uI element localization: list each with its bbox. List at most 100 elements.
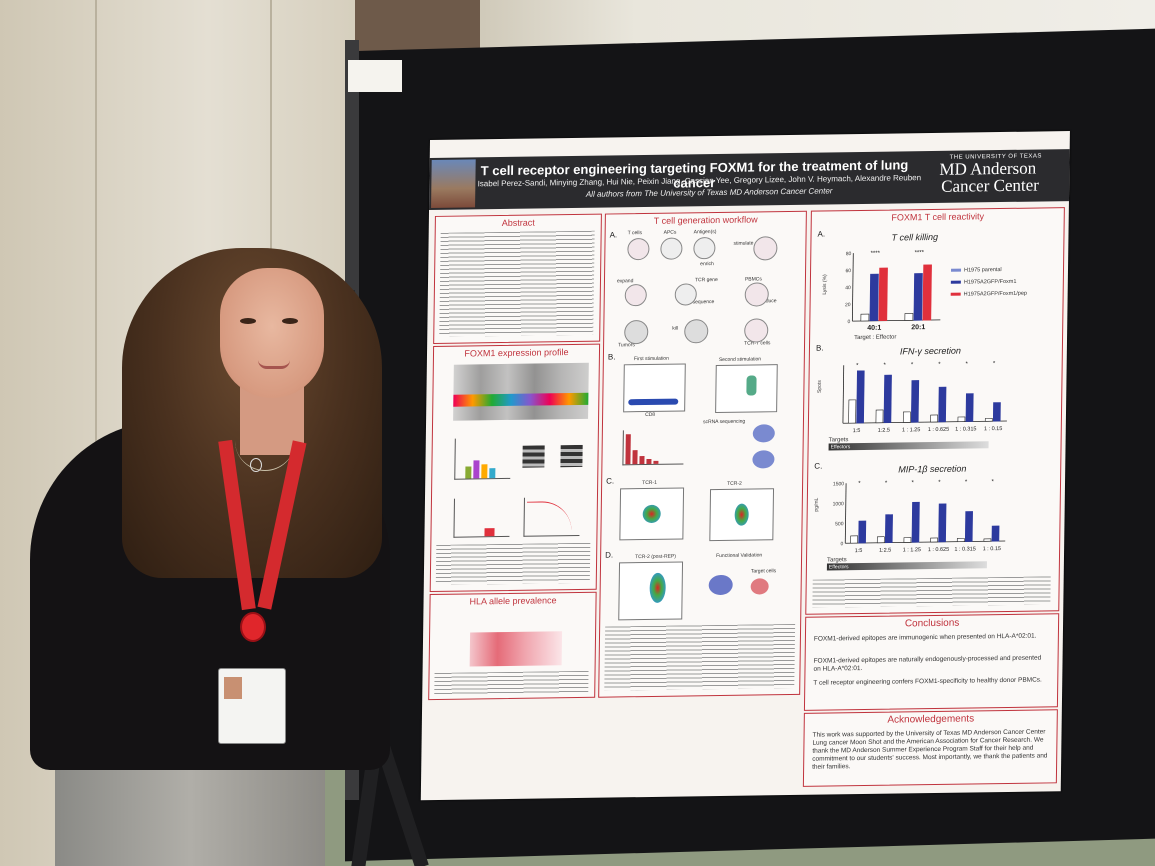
- bar: [992, 402, 1001, 422]
- label-apcs: APCs: [663, 229, 677, 236]
- significance-mark: *: [993, 361, 996, 367]
- cell-cluster-icon: [752, 424, 775, 443]
- killing-title: T cell killing: [891, 231, 939, 243]
- expression-caption: [435, 542, 591, 585]
- flow-plot-tcr2-post: [618, 561, 684, 621]
- bar: [848, 399, 857, 424]
- y-tick-label: 0: [840, 541, 843, 547]
- tcr-t-cell-icon: [708, 574, 733, 596]
- person-face: [220, 268, 324, 398]
- expression-boxplot: [453, 362, 589, 421]
- bar: [858, 520, 867, 544]
- pendant-icon: [250, 458, 262, 472]
- y-tick-label: 1000: [833, 501, 844, 507]
- legend-swatch: [950, 280, 961, 284]
- flow-plot-1: [623, 363, 686, 413]
- cell-icon: [744, 318, 769, 343]
- category-label: 1 : 0.15: [983, 546, 1001, 552]
- bar: [903, 537, 912, 543]
- mip-ylabel: pg/mL: [813, 497, 820, 512]
- legend-entry: H1975A2GFP/Foxm1: [950, 279, 1027, 286]
- bar: [957, 416, 966, 422]
- legend-entry: H1975A2GFP/Foxm1/pep: [950, 291, 1027, 298]
- category-label: 1:2.5: [879, 548, 891, 554]
- category-label: 1:5: [855, 548, 863, 554]
- category-label: 1 : 0.625: [928, 547, 949, 553]
- bar: [869, 273, 879, 322]
- label-tcr2-post: TCR-2 (post-REP): [635, 553, 676, 561]
- abstract-section: Abstract: [433, 213, 602, 344]
- label-tcr2: TCR-2: [727, 480, 742, 487]
- workflow-title: T cell generation workflow: [653, 214, 758, 226]
- research-poster: T cell receptor engineering targeting FO…: [420, 131, 1070, 801]
- mip-effectors-label: Effectors: [828, 564, 849, 571]
- label-target-cells: Target cells: [750, 568, 777, 575]
- bar: [922, 264, 932, 321]
- conclusions-section: Conclusions FOXM1-derived epitopes are i…: [803, 613, 1060, 711]
- bar: [930, 414, 938, 423]
- bar: [965, 393, 974, 422]
- id-badge: [218, 668, 286, 744]
- ifn-chart: 1:5 * 1:2.5 * 1 : 1.25 * 1 : 0.625 * 1 : 0.315 * 1…: [842, 361, 1007, 434]
- killing-xlabel: Target : Effector: [854, 334, 897, 342]
- y-axis: [844, 483, 847, 544]
- y-tick-label: 80: [846, 251, 852, 257]
- acknowledgements-title: Acknowledgements: [887, 713, 975, 726]
- y-tick-label: 1500: [833, 481, 844, 487]
- significance-mark: *: [992, 479, 995, 485]
- label-stimulate: stimulate: [733, 240, 754, 247]
- flow-plot-2: [715, 364, 778, 414]
- conclusion-1: FOXM1-derived epitopes are immunogenic w…: [813, 632, 1037, 643]
- clonotype-chart: [622, 429, 684, 466]
- western-blot-2: [560, 444, 583, 468]
- label-scrna: scRNA sequencing: [702, 418, 746, 426]
- bar: [983, 538, 992, 542]
- category-label: 1 : 1.25: [902, 427, 920, 433]
- label-second-stim: Second stimulation: [718, 356, 762, 363]
- conclusion-2: FOXM1-derived epitopes are naturally end…: [813, 654, 1042, 673]
- badge-clip: [240, 612, 266, 642]
- reactivity-panel-b: B.: [815, 343, 824, 353]
- legend-swatch: [950, 292, 961, 296]
- bar: [850, 535, 858, 544]
- expression-section: FOXM1 expression profile: [429, 343, 601, 593]
- significance-mark: *: [938, 362, 941, 368]
- y-axis: [842, 365, 845, 424]
- bar: [913, 273, 923, 321]
- workflow-panel-d: D.: [605, 550, 614, 560]
- conclusion-3: T cell receptor engineering confers FOXM…: [813, 676, 1042, 687]
- reactivity-caption: [812, 576, 1051, 608]
- bar: [964, 511, 973, 542]
- ifn-ylabel: Spots: [816, 380, 823, 394]
- badge-photo: [224, 677, 242, 699]
- hla-section: HLA allele prevalence: [428, 591, 597, 701]
- killing-ylabel: Lysis (%): [821, 274, 829, 295]
- cell-icon: [693, 237, 716, 260]
- category-label: 1 : 0.625: [928, 427, 949, 433]
- category-label: 40:1: [867, 325, 881, 332]
- label-functional: Functional Validation: [716, 552, 763, 560]
- bar: [991, 525, 1000, 542]
- label-first-stim: First stimulation: [633, 355, 669, 363]
- significance-mark: ****: [915, 250, 925, 256]
- label-expand: expand: [616, 278, 634, 285]
- category-label: 1 : 0.315: [954, 546, 975, 552]
- y-tick-label: 0: [848, 319, 851, 325]
- significance-mark: *: [965, 361, 968, 367]
- bar: [902, 411, 911, 423]
- cell-icon: [627, 237, 650, 261]
- cell-icon: [660, 237, 683, 260]
- expression-colors: [453, 392, 589, 407]
- reactivity-title: FOXM1 T cell reactivity: [891, 211, 985, 223]
- flow-plot-tcr1: [619, 487, 685, 541]
- mip-chart: 0 500 1000 1500 1:5 * 1:2.5 * 1 : 1.25 * 1 : 0.625…: [833, 479, 1006, 554]
- conclusions-title: Conclusions: [904, 617, 960, 630]
- board-name-card: [348, 60, 402, 92]
- significance-mark: *: [884, 363, 887, 369]
- significance-mark: *: [858, 481, 861, 487]
- bar: [878, 267, 888, 322]
- y-tick-label: 40: [845, 285, 851, 291]
- workflow-panel-c: C.: [606, 476, 615, 486]
- bar: [938, 386, 947, 423]
